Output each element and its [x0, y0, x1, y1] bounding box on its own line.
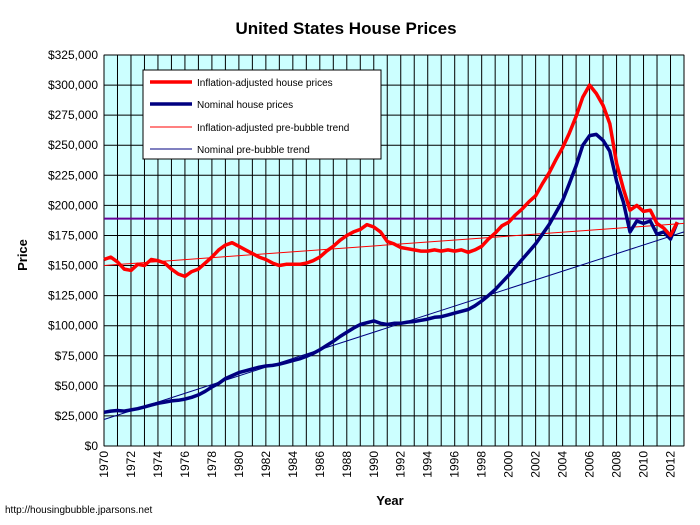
x-tick-label: 1998 [475, 451, 489, 478]
x-tick-label: 1984 [286, 451, 300, 478]
x-tick-label: 1980 [232, 451, 246, 478]
x-tick-label: 2004 [556, 451, 570, 478]
x-tick-label: 2000 [502, 451, 516, 478]
legend-label: Nominal house prices [197, 100, 293, 111]
x-axis-ticks: 1970 1972 1974 1976 1978 1980 1982 1984 1986 1988… [97, 451, 678, 478]
y-tick-label: $200,000 [48, 198, 98, 212]
y-axis-title: Price [15, 239, 30, 271]
x-tick-label: 1972 [124, 451, 138, 478]
series-lines [103, 83, 685, 420]
x-tick-label: 1974 [151, 451, 165, 478]
x-tick-label: 2010 [637, 451, 651, 478]
y-tick-label: $125,000 [48, 289, 98, 303]
x-tick-label: 1986 [313, 451, 327, 478]
source-credit: http://housingbubble.jparsons.net [5, 505, 153, 516]
y-tick-label: $300,000 [48, 78, 98, 92]
series-line-1 [103, 83, 679, 279]
y-tick-label: $175,000 [48, 228, 98, 242]
y-tick-label: $25,000 [55, 409, 99, 423]
y-tick-label: $0 [85, 439, 99, 453]
x-tick-label: 1992 [394, 451, 408, 478]
legend-label: Nominal pre-bubble trend [197, 145, 310, 156]
x-tick-label: 1994 [421, 451, 435, 478]
x-tick-label: 2012 [664, 451, 678, 478]
chart-title: United States House Prices [235, 19, 456, 38]
y-axis-ticks: $0 $25,000 $50,000 $75,000 $100,000 $125,000 $… [48, 48, 98, 453]
x-tick-label: 1990 [367, 451, 381, 478]
x-tick-label: 2002 [529, 451, 543, 478]
y-tick-label: $100,000 [48, 319, 98, 333]
series-line-4 [103, 231, 685, 420]
x-tick-label: 2006 [583, 451, 597, 478]
y-tick-label: $50,000 [55, 379, 99, 393]
y-tick-label: $225,000 [48, 168, 98, 182]
legend-label: Inflation-adjusted house prices [197, 78, 333, 89]
x-axis-title: Year [376, 493, 403, 508]
series-line-2 [103, 132, 679, 415]
legend-label: Inflation-adjusted pre-bubble trend [197, 123, 349, 134]
legend: Inflation-adjusted house prices Nominal h… [142, 69, 382, 160]
x-tick-label: 1996 [448, 451, 462, 478]
y-tick-label: $275,000 [48, 108, 98, 122]
y-tick-label: $150,000 [48, 259, 98, 273]
y-tick-label: $75,000 [55, 349, 99, 363]
x-tick-label: 2008 [610, 451, 624, 478]
y-tick-label: $325,000 [48, 48, 98, 62]
x-tick-label: 1976 [178, 451, 192, 478]
x-tick-label: 1970 [97, 451, 111, 478]
x-tick-label: 1982 [259, 451, 273, 478]
y-tick-label: $250,000 [48, 138, 98, 152]
legend-box [142, 69, 382, 160]
x-tick-label: 1988 [340, 451, 354, 478]
x-tick-label: 1978 [205, 451, 219, 478]
